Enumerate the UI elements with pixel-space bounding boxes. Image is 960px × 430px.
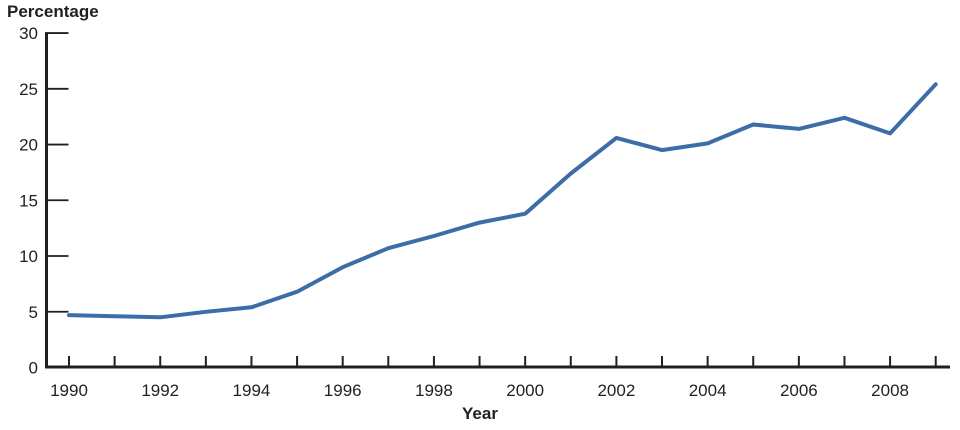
axes (45, 33, 950, 369)
x-tick-label: 1998 (415, 381, 453, 400)
y-tick-label: 30 (19, 24, 38, 43)
y-tick-label: 25 (19, 80, 38, 99)
x-tick-label: 2008 (871, 381, 909, 400)
x-tick-label: 2002 (597, 381, 635, 400)
x-tick-label: 1992 (141, 381, 179, 400)
data-line (67, 82, 938, 320)
y-tick-label: 5 (29, 303, 38, 322)
y-tick-label: 0 (29, 359, 38, 378)
x-tick-label: 1996 (324, 381, 362, 400)
y-tick-label: 15 (19, 191, 38, 210)
x-tick-label: 2004 (689, 381, 727, 400)
x-tick-label: 2006 (780, 381, 818, 400)
y-tick-label: 10 (19, 247, 38, 266)
x-tick-label: 1990 (50, 381, 88, 400)
x-tick-label: 2000 (506, 381, 544, 400)
y-tick-label: 20 (19, 136, 38, 155)
y-axis-title: Percentage (7, 2, 99, 21)
x-axis-title: Year (462, 404, 498, 423)
x-tick-label: 1994 (233, 381, 271, 400)
